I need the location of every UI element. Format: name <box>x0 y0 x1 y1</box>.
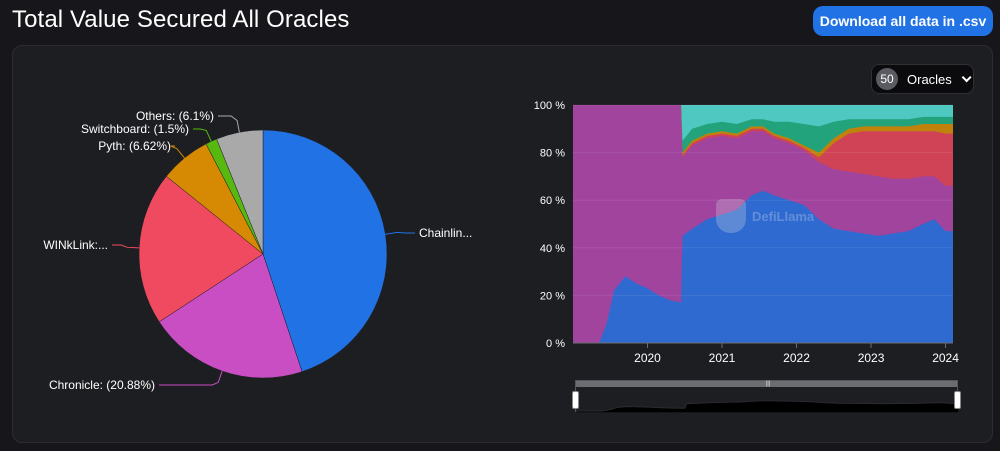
y-tick-label: 0 % <box>546 338 565 350</box>
brush-end-handle[interactable] <box>954 391 961 409</box>
y-tick-label: 60 % <box>540 195 565 207</box>
pie-label: Pyth: (6.62%) <box>98 139 171 153</box>
watermark-text: DefiLlama <box>752 208 815 224</box>
defillama-watermark: DefiLlama <box>716 199 814 233</box>
time-range-brush[interactable]: ||| <box>572 380 961 413</box>
pie-slice[interactable] <box>216 129 264 255</box>
chevron-down-icon <box>961 71 972 82</box>
pie-label: Chronicle: (20.88%) <box>49 378 155 392</box>
y-tick-label: 100 % <box>534 100 565 112</box>
y-tick-label: 80 % <box>540 148 565 160</box>
pie-slice[interactable] <box>138 175 264 323</box>
x-tick-label: 2023 <box>858 351 885 365</box>
pie-leader-line <box>112 244 140 249</box>
pie-leader-line <box>218 115 240 133</box>
brush-preview-area <box>576 400 959 413</box>
pie-chart: Chainlin... Chronicle: (20.88%) WINkLink:.… <box>43 109 472 392</box>
llama-logo-icon <box>716 199 746 233</box>
pie-leader-line <box>170 145 185 159</box>
oracle-count-badge: 50 <box>876 68 898 90</box>
brush-bar[interactable]: ||| <box>576 381 957 387</box>
pie-leader-line <box>385 231 415 235</box>
pie-slice[interactable] <box>158 253 303 379</box>
brush-preview <box>576 400 959 413</box>
grip-icon[interactable]: ||| <box>765 381 771 387</box>
area-chart: 0 % 20 % 40 % 60 % 80 % 100 % 2020 2021 2022 2023… <box>534 100 959 365</box>
y-tick-label: 20 % <box>540 290 565 302</box>
pie-leader-line <box>159 370 223 386</box>
page-title: Total Value Secured All Oracles <box>12 6 350 33</box>
oracle-selector-label: Oracles <box>907 71 952 87</box>
download-csv-button[interactable]: Download all data in .csv <box>813 6 993 36</box>
pie-label: Others: (6.1%) <box>136 109 214 123</box>
x-tick-label: 2024 <box>932 351 959 365</box>
x-tick-label: 2021 <box>709 351 736 365</box>
pie-label: Chainlin... <box>419 226 472 240</box>
pie-leader-line <box>193 128 212 142</box>
x-tick-label: 2020 <box>634 351 661 365</box>
oracle-count-selector[interactable]: 50 Oracles <box>871 64 974 94</box>
area-series <box>573 190 953 343</box>
chart-card: Chainlin... Chronicle: (20.88%) WINkLink:.… <box>12 45 993 443</box>
x-tick-label: 2022 <box>783 351 810 365</box>
pie-label: WINkLink:... <box>43 238 108 252</box>
pie-label: Switchboard: (1.5%) <box>81 122 189 136</box>
brush-start-handle[interactable] <box>572 391 579 409</box>
y-tick-label: 40 % <box>540 243 565 255</box>
